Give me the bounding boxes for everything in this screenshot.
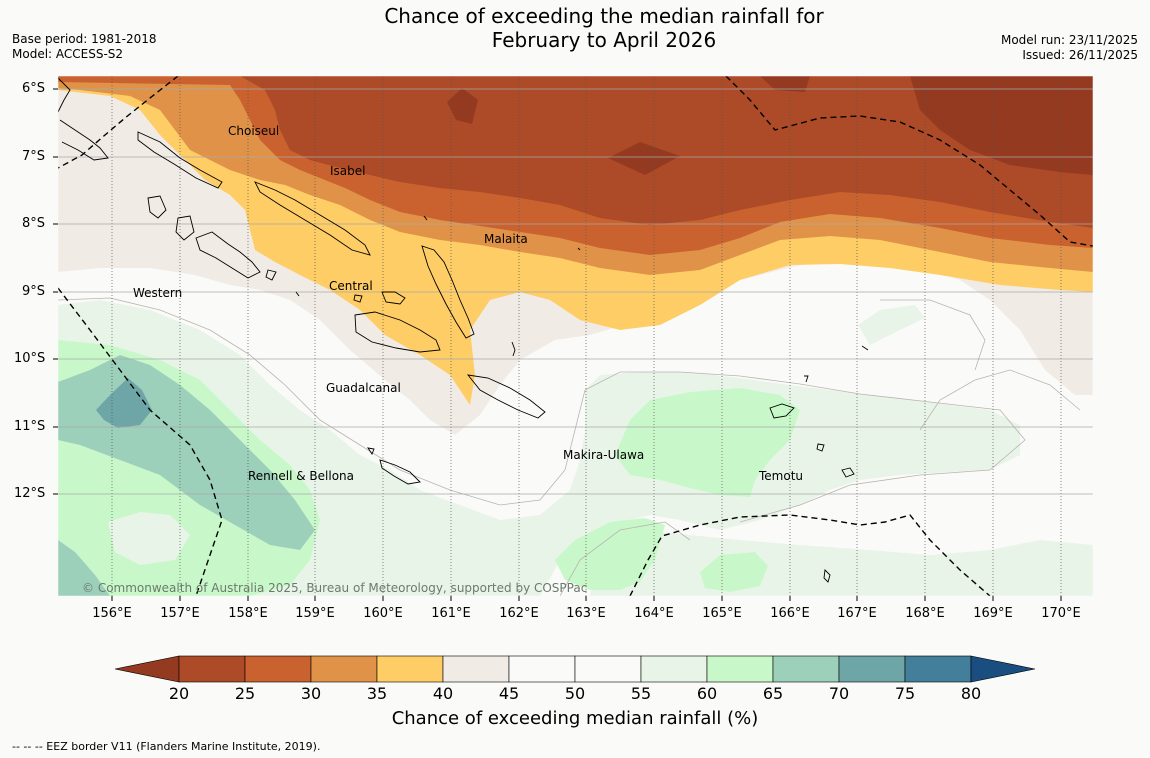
place-label-central: Central [329, 279, 373, 293]
lon-label: 156°E [92, 606, 132, 621]
title-line-2: February to April 2026 [491, 28, 717, 52]
colorbar-tick: 55 [630, 684, 652, 703]
lon-label: 157°E [160, 606, 200, 621]
place-label-rennell-bellona: Rennell & Bellona [248, 469, 355, 483]
colorbar-low-arrow [114, 655, 180, 683]
place-label-western: Western [133, 286, 183, 300]
lat-label: 8°S [22, 216, 46, 231]
band-55-60-hole [108, 512, 190, 565]
title-line-1: Chance of exceeding the median rainfall … [384, 4, 824, 28]
colorbar-segment [244, 655, 312, 683]
colorbar-segment [376, 655, 444, 683]
band-65-70-sw [58, 540, 110, 596]
lat-label: 11°S [14, 419, 46, 434]
place-label-makira-ulawa: Makira-Ulawa [563, 448, 645, 462]
lat-label: 12°S [14, 486, 46, 501]
colorbar-segment [838, 655, 906, 683]
band-55-60-east [858, 305, 925, 345]
place-label-isabel: Isabel [330, 164, 366, 178]
colorbar-high-arrow [970, 655, 1036, 683]
colorbar-tick: 70 [828, 684, 850, 703]
lon-label: 160°E [363, 606, 403, 621]
colorbar-label: Chance of exceeding median rainfall (%) [391, 708, 759, 729]
lat-label: 6°S [22, 81, 46, 96]
colorbar-tick: 45 [498, 684, 520, 703]
band-60-65-south [555, 518, 665, 590]
lon-label: 163°E [566, 606, 606, 621]
band-60-65-east [615, 388, 800, 497]
colorbar-segment [772, 655, 840, 683]
band-below-20-mid [608, 142, 680, 175]
lon-label: 158°E [228, 606, 268, 621]
colorbar-segment [640, 655, 708, 683]
band-60-65-se [700, 552, 768, 592]
axis-ticks [53, 88, 1062, 601]
colorbar-tick: 40 [432, 684, 454, 703]
colorbar-tick: 50 [564, 684, 586, 703]
band-70-75 [96, 378, 152, 428]
lat-label: 9°S [22, 284, 46, 299]
colorbar-segment [310, 655, 378, 683]
colorbar-segment [508, 655, 576, 683]
colorbar-tick: 75 [894, 684, 916, 703]
band-below-20-north [760, 76, 810, 92]
lon-label: 162°E [499, 606, 539, 621]
lon-label: 168°E [905, 606, 945, 621]
copyright-notice: © Commonwealth of Australia 2025, Bureau… [82, 581, 587, 595]
lon-label: 161°E [431, 606, 471, 621]
model-run: Model run: 23/11/2025 [1000, 33, 1138, 47]
colorbar-tick: 35 [366, 684, 388, 703]
band-below-20-west [447, 88, 478, 124]
island-outlines [58, 77, 869, 583]
lat-label: 7°S [22, 149, 46, 164]
lat-label: 10°S [14, 351, 46, 366]
colorbar [114, 655, 1036, 683]
issued-date: Issued: 26/11/2025 [1022, 48, 1138, 62]
lon-label: 165°E [702, 606, 742, 621]
place-label-guadalcanal: Guadalcanal [326, 381, 401, 395]
place-label-temotu: Temotu [759, 469, 804, 483]
contour-lines [58, 297, 1081, 596]
place-label-malaita: Malaita [484, 232, 528, 246]
map-frame [57, 75, 1094, 597]
lon-label: 166°E [770, 606, 810, 621]
eez-borders [58, 76, 1093, 596]
colorbar-segment [574, 655, 642, 683]
lon-label: 167°E [837, 606, 877, 621]
colorbar-tick: 80 [960, 684, 982, 703]
colorbar-tick: 60 [696, 684, 718, 703]
lon-label: 169°E [973, 606, 1013, 621]
graticule-parallels [58, 88, 1093, 495]
lon-label: 159°E [295, 606, 335, 621]
lon-label: 170°E [1041, 606, 1081, 621]
band-below-20-east [910, 76, 1093, 175]
colorbar-segment [904, 655, 972, 683]
lon-label: 164°E [634, 606, 674, 621]
eez-legend: -- -- -- EEZ border V11 (Flanders Marine… [12, 740, 321, 753]
colorbar-segment [442, 655, 510, 683]
place-label-choiseul: Choiseul [228, 124, 280, 138]
base-period: Base period: 1981-2018 [12, 32, 157, 46]
colorbar-segment [706, 655, 774, 683]
colorbar-tick: 65 [762, 684, 784, 703]
colorbar-tick: 25 [234, 684, 256, 703]
colorbar-tick: 20 [168, 684, 190, 703]
colorbar-segment [178, 655, 246, 683]
model-name: Model: ACCESS-S2 [12, 47, 124, 61]
colorbar-tick: 30 [300, 684, 322, 703]
